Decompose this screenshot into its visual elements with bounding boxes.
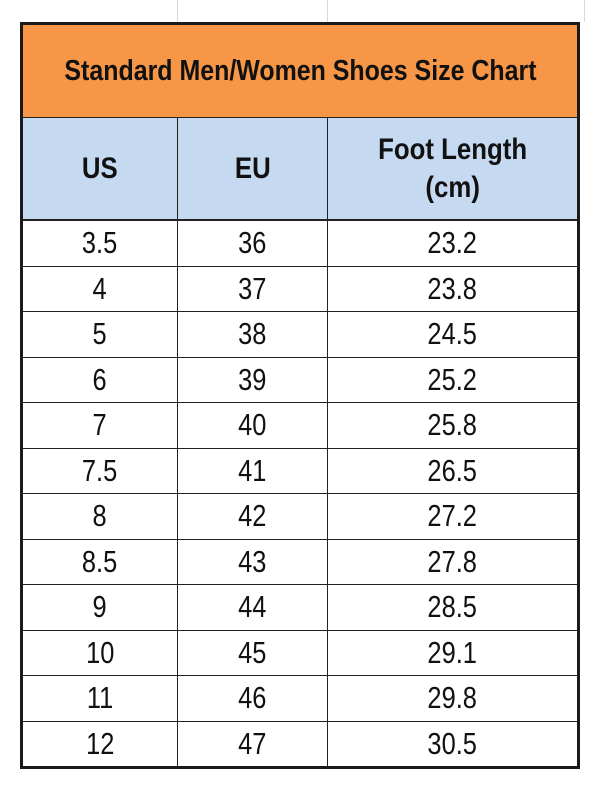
eu-size-value: 41 (238, 452, 267, 488)
eu-size-cell: 43 (177, 538, 328, 585)
eu-size-cell: 45 (177, 629, 328, 676)
foot-length-cell: 27.2 (327, 493, 579, 540)
table-row: 11 46 29.8 (21, 675, 579, 722)
header-foot-length: Foot Length (cm) (327, 117, 579, 221)
us-size-cell: 5 (21, 311, 178, 358)
us-size-value: 8.5 (82, 543, 118, 579)
foot-length-value: 27.8 (427, 543, 478, 579)
us-size-cell: 8.5 (21, 538, 178, 585)
eu-size-cell: 37 (177, 265, 328, 312)
table-row: 8 42 27.2 (21, 493, 579, 540)
table-row: 5 38 24.5 (21, 311, 579, 358)
foot-length-value: 30.5 (427, 725, 478, 761)
us-size-value: 11 (86, 680, 114, 716)
table-row: 10 45 29.1 (21, 629, 579, 676)
us-size-cell: 7.5 (21, 447, 178, 494)
eu-size-cell: 42 (177, 493, 328, 540)
us-size-value: 5 (92, 316, 108, 352)
us-size-cell: 9 (21, 584, 178, 631)
header-row: US EU Foot Length (cm) (21, 117, 579, 221)
eu-size-value: 44 (238, 589, 267, 625)
foot-length-value: 29.1 (427, 634, 478, 670)
foot-length-cell: 24.5 (327, 311, 579, 358)
foot-length-cell: 27.8 (327, 538, 579, 585)
foot-length-value: 23.8 (427, 270, 478, 306)
us-size-value: 7 (92, 407, 108, 443)
header-us: US (21, 117, 178, 221)
us-size-cell: 4 (21, 265, 178, 312)
table-row: 12 47 30.5 (21, 720, 579, 768)
foot-length-cell: 29.1 (327, 629, 579, 676)
foot-length-cell: 25.2 (327, 356, 579, 403)
us-size-value: 4 (92, 270, 108, 306)
table-row: 6 39 25.2 (21, 356, 579, 403)
foot-length-value: 25.8 (427, 407, 478, 443)
us-size-value: 7.5 (82, 452, 118, 488)
eu-size-value: 43 (238, 543, 267, 579)
us-size-cell: 6 (21, 356, 178, 403)
eu-size-value: 45 (238, 634, 267, 670)
eu-size-cell: 44 (177, 584, 328, 631)
us-size-cell: 12 (21, 720, 178, 768)
eu-size-value: 39 (238, 361, 267, 397)
table-row: 3.5 36 23.2 (21, 219, 579, 267)
eu-size-value: 36 (238, 225, 267, 261)
foot-length-value: 28.5 (427, 589, 478, 625)
sheet-gridline (584, 0, 585, 22)
eu-size-cell: 38 (177, 311, 328, 358)
foot-length-cell: 23.2 (327, 219, 579, 267)
us-size-cell: 3.5 (21, 219, 178, 267)
us-size-value: 9 (92, 589, 108, 625)
eu-size-value: 37 (238, 270, 267, 306)
foot-length-value: 27.2 (427, 498, 478, 534)
header-eu: EU (177, 117, 328, 221)
us-size-value: 8 (92, 498, 108, 534)
sheet-gridline (327, 0, 328, 22)
us-size-value: 12 (85, 725, 115, 761)
sheet-gridline (177, 0, 178, 22)
us-size-cell: 8 (21, 493, 178, 540)
table-row: 9 44 28.5 (21, 584, 579, 631)
foot-length-cell: 30.5 (327, 720, 579, 768)
foot-length-cell: 26.5 (327, 447, 579, 494)
shoe-size-table: Standard Men/Women Shoes Size Chart US E… (20, 22, 580, 769)
foot-length-value: 24.5 (427, 316, 478, 352)
us-size-value: 3.5 (82, 225, 118, 261)
eu-size-cell: 47 (177, 720, 328, 768)
foot-length-value: 26.5 (427, 452, 478, 488)
eu-size-value: 47 (238, 725, 267, 761)
table-row: 4 37 23.8 (21, 265, 579, 312)
foot-length-cell: 28.5 (327, 584, 579, 631)
eu-size-cell: 46 (177, 675, 328, 722)
eu-size-value: 38 (238, 316, 267, 352)
eu-size-cell: 40 (177, 402, 328, 449)
us-size-cell: 11 (21, 675, 178, 722)
table-row: 7 40 25.8 (21, 402, 579, 449)
table-title: Standard Men/Women Shoes Size Chart (21, 23, 579, 118)
us-size-cell: 10 (21, 629, 178, 676)
eu-size-cell: 41 (177, 447, 328, 494)
foot-length-cell: 25.8 (327, 402, 579, 449)
us-size-value: 6 (92, 361, 108, 397)
eu-size-value: 46 (238, 680, 267, 716)
foot-length-value: 23.2 (427, 225, 478, 261)
foot-length-value: 29.8 (427, 680, 478, 716)
foot-length-value: 25.2 (427, 361, 478, 397)
eu-size-cell: 39 (177, 356, 328, 403)
eu-size-value: 42 (238, 498, 267, 534)
foot-length-cell: 29.8 (327, 675, 579, 722)
foot-length-cell: 23.8 (327, 265, 579, 312)
table-row: 7.5 41 26.5 (21, 447, 579, 494)
eu-size-cell: 36 (177, 219, 328, 267)
us-size-cell: 7 (21, 402, 178, 449)
us-size-value: 10 (85, 634, 115, 670)
table-row: 8.5 43 27.8 (21, 538, 579, 585)
eu-size-value: 40 (238, 407, 267, 443)
